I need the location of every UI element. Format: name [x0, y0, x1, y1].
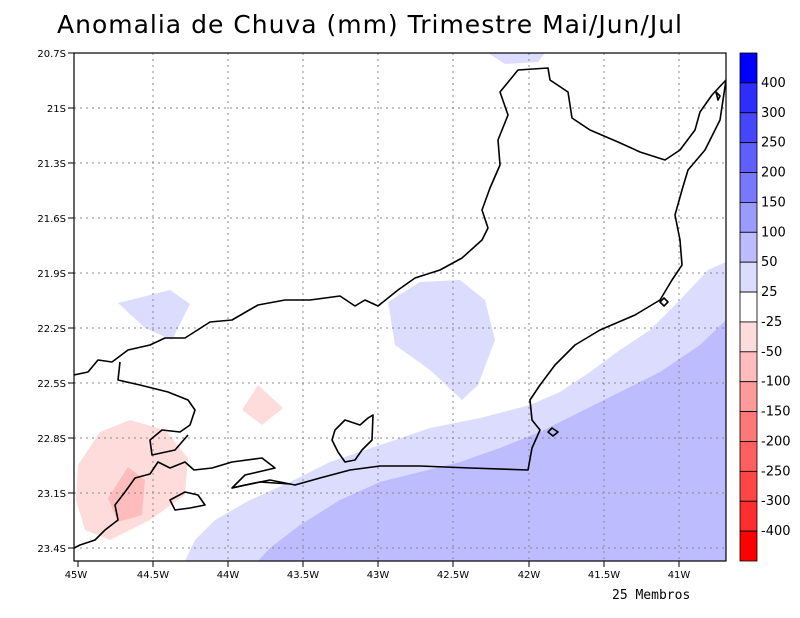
- guanabara-bay: [331, 414, 374, 463]
- colorbar-label: -300: [761, 494, 791, 509]
- x-tick-label: 42W: [518, 570, 541, 581]
- colorbar-label: -100: [761, 375, 791, 390]
- colorbar-swatch: [739, 291, 758, 323]
- state-boundaries: [74, 67, 726, 549]
- colorbar-label: -250: [761, 464, 791, 479]
- x-tick-label: 44.5W: [137, 570, 169, 581]
- colorbar-swatch: [739, 441, 758, 472]
- colorbar-swatch: [739, 112, 758, 144]
- colorbar-swatch: [739, 172, 758, 203]
- x-tick-label: 41.5W: [588, 570, 620, 581]
- colorbar-swatch: [739, 231, 758, 263]
- y-tick-label: 21S: [47, 104, 66, 115]
- coastline: [74, 79, 726, 549]
- colorbar-swatch: [739, 82, 758, 114]
- anomaly-negative-small-blob: [242, 385, 283, 425]
- colorbar-label: 50: [761, 255, 778, 270]
- colorbar-swatch: [739, 261, 758, 293]
- colorbar-label: -25: [761, 315, 782, 330]
- colorbar-label: -200: [761, 434, 791, 449]
- state-border-line: [74, 67, 726, 376]
- colorbar-swatch: [739, 411, 758, 442]
- colorbar-swatch: [739, 530, 758, 562]
- x-tick-label: 45W: [65, 570, 88, 581]
- x-tick-label: 43.5W: [287, 570, 319, 581]
- plot-frame: [73, 52, 727, 562]
- colorbar-swatch: [739, 52, 758, 84]
- x-tick-label: 41W: [668, 570, 691, 581]
- colorbar-swatch: [739, 381, 758, 412]
- colorbar-label: 150: [761, 195, 786, 210]
- anomaly-negative-sw-core: [108, 467, 145, 522]
- colorbar-label: 250: [761, 136, 786, 151]
- y-tick-label: 21.3S: [37, 159, 66, 170]
- colorbar-swatch: [739, 351, 758, 383]
- y-tick-label: 20.7S: [37, 49, 66, 60]
- coast-island-small: [659, 297, 669, 307]
- y-tick-label: 21.6S: [37, 214, 66, 225]
- anomaly-positive-mid-band: [258, 320, 726, 561]
- colorbar-label: 25: [761, 285, 778, 300]
- x-tick-label: 42.5W: [437, 570, 469, 581]
- sepetiba-bay: [231, 481, 291, 489]
- colorbar: 400 300 250 200 150 100 50 25 -25 -50 -100 -150 -200…: [739, 52, 791, 562]
- coast-island-north: [715, 91, 721, 101]
- y-tick-label: 22.5S: [37, 379, 66, 390]
- colorbar-swatch: [739, 321, 758, 353]
- anomaly-positive-west-blob: [118, 290, 190, 340]
- y-tick-label: 22.8S: [37, 434, 66, 445]
- member-count-label: 25 Membros: [612, 588, 691, 603]
- anomaly-positive-center-blob: [388, 280, 495, 400]
- state-border-west: [117, 361, 196, 456]
- colorbar-swatch: [739, 202, 758, 233]
- x-axis: 45W 44.5W 44W 43.5W 43W 42.5W 42W 41.5W …: [65, 561, 691, 581]
- colorbar-label: -400: [761, 524, 791, 539]
- colorbar-label: 200: [761, 166, 786, 181]
- coast-island-east: [547, 427, 559, 437]
- ilha-grande: [169, 491, 206, 511]
- x-tick-label: 44W: [217, 570, 240, 581]
- y-axis: 20.7S 21S 21.3S 21.6S 21.9S 22.2S 22.5S …: [37, 49, 74, 555]
- y-tick-label: 22.2S: [37, 324, 66, 335]
- colorbar-swatch: [739, 500, 758, 532]
- colorbar-swatch: [739, 142, 758, 173]
- y-tick-label: 23.1S: [37, 489, 66, 500]
- colorbar-label: 300: [761, 106, 786, 121]
- colorbar-label: -150: [761, 405, 791, 420]
- y-tick-label: 21.9S: [37, 269, 66, 280]
- colorbar-label: 400: [761, 76, 786, 91]
- anomaly-shading: [76, 53, 726, 561]
- y-tick-label: 23.4S: [37, 544, 66, 555]
- map-title: Anomalia de Chuva (mm) Trimestre Mai/Jun…: [57, 10, 683, 39]
- colorbar-label: 100: [761, 225, 786, 240]
- colorbar-swatch: [739, 470, 758, 502]
- x-tick-label: 43W: [367, 570, 390, 581]
- colorbar-label: -50: [761, 345, 782, 360]
- anomaly-positive-north-blob: [488, 53, 545, 64]
